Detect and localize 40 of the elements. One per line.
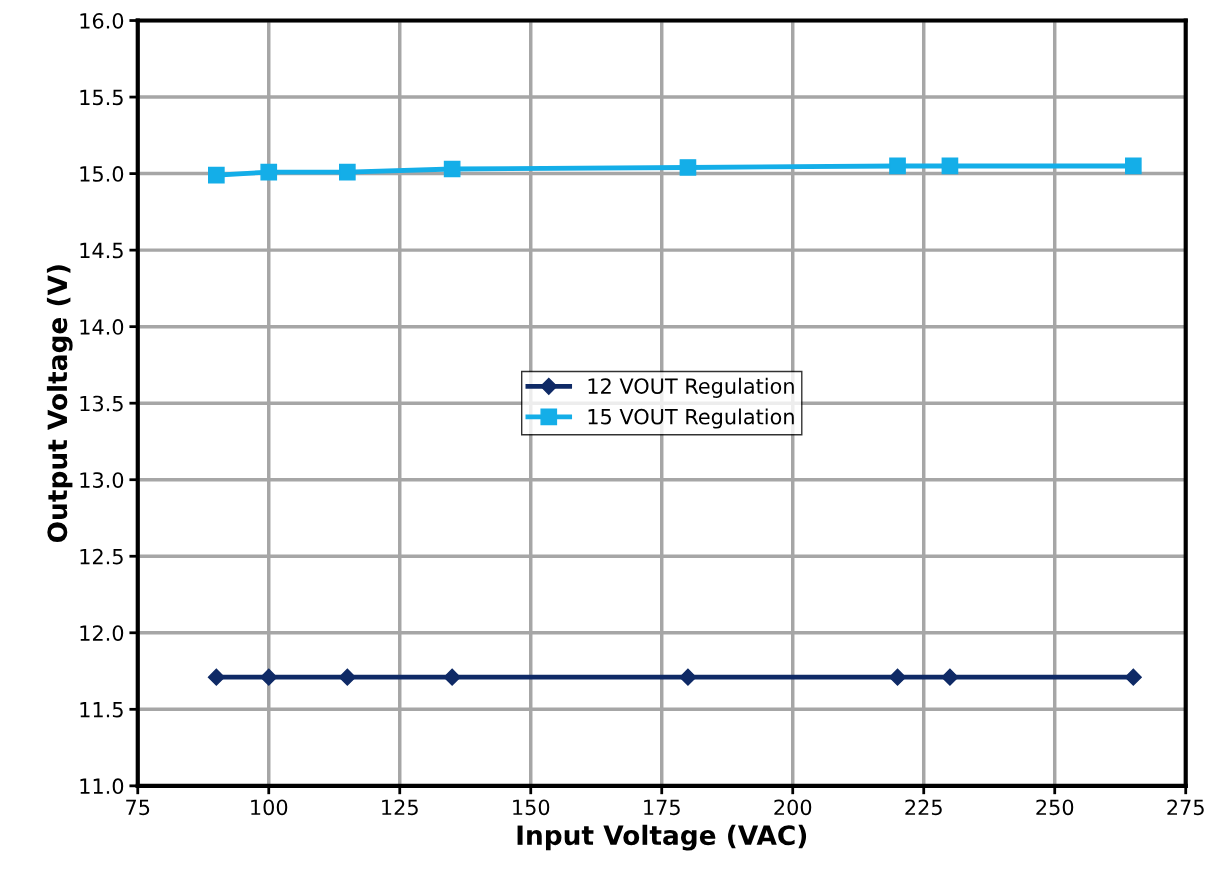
x-tick-label: 250 [1036,799,1074,816]
y-tick-label: 11.0 [80,778,124,795]
point [1124,668,1142,686]
x-tick-label: 275 [1167,799,1204,816]
y-tick-label: 12.5 [80,548,123,565]
x-tick-label: 175 [644,799,680,816]
point [889,157,906,175]
point [208,166,225,184]
x-tick-label: 100 [251,799,288,816]
x-tick-label: 75 [126,799,150,816]
x-tick-label: 200 [774,799,812,816]
y-tick-label: 15.0 [80,166,124,182]
x-tick-label: 125 [382,799,418,816]
y-tick-label: 14.0 [80,319,124,335]
point [443,160,461,178]
x-axis-title: Input Voltage (VAC) [517,824,807,851]
y-tick-label: 15.5 [80,89,123,106]
y-tick-label: 16.0 [80,12,124,29]
point [260,163,278,181]
x-tick-label: 225 [905,799,942,816]
y-tick-label: 11.5 [80,702,123,718]
legend-label: 15 VOUT Regulation [588,408,794,429]
point [888,668,907,686]
y-tick-label: 12.0 [80,625,124,641]
y-tick-label: 13.0 [80,472,124,488]
point [679,159,697,176]
point [338,668,356,686]
point [1124,157,1142,175]
y-tick-label: 14.5 [80,242,123,259]
point [207,668,225,686]
legend-label: 12 VOUT Regulation [588,377,794,398]
point [260,668,278,686]
point [339,163,356,181]
point [443,668,461,686]
y-axis-title: Output Voltage (V) [46,265,73,543]
point [941,668,959,686]
point [679,668,697,686]
x-tick-label: 150 [513,799,550,816]
y-tick-label: 13.5 [80,395,123,412]
point [941,157,959,175]
